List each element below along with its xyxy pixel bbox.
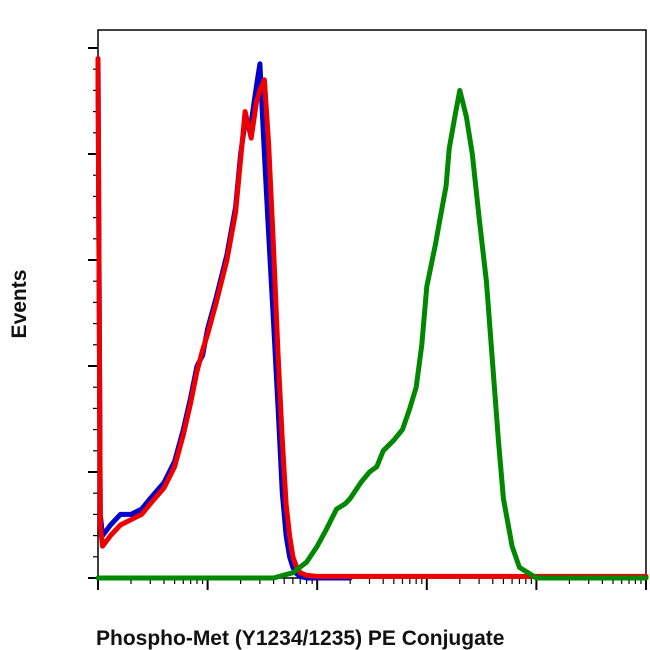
histogram-series-line-3 (95, 87, 649, 581)
histogram-series (95, 56, 649, 581)
plot-frame (97, 29, 647, 579)
y-axis-title: Events (8, 270, 31, 339)
x-axis-title: Phospho-Met (Y1234/1235) PE Conjugate (96, 627, 504, 650)
histogram-series-line-2 (95, 56, 649, 579)
